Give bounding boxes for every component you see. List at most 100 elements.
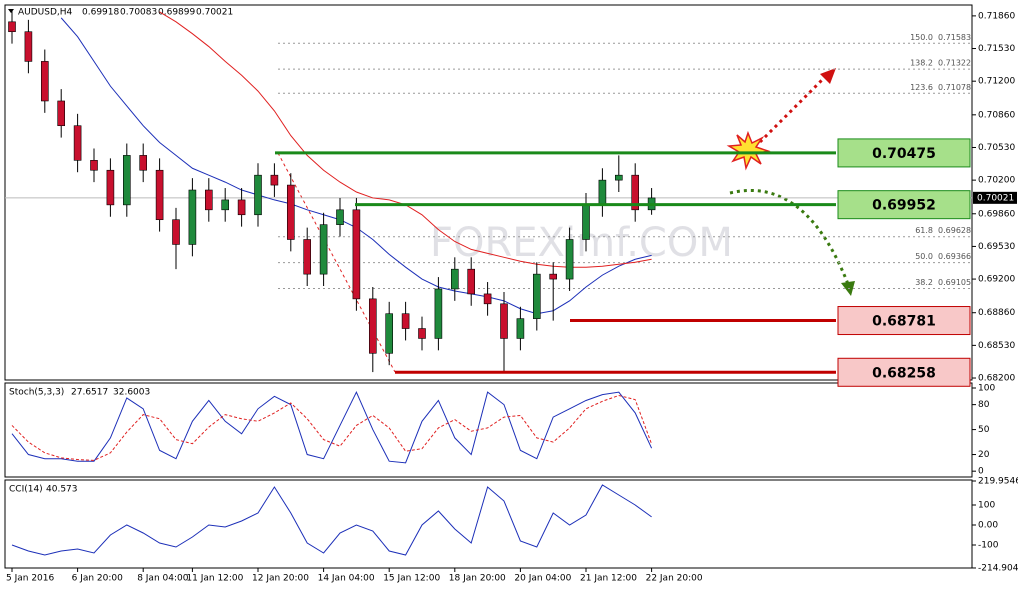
y-tick-label: 0 bbox=[978, 467, 984, 477]
quote-open: 0.69918 bbox=[82, 8, 119, 18]
level-label: 0.69952 bbox=[872, 198, 936, 214]
quote-low: 0.69899 bbox=[158, 8, 195, 18]
quote-close: 0.70021 bbox=[196, 8, 233, 18]
x-tick-label: 21 Jan 12:00 bbox=[580, 574, 637, 584]
y-tick-label: -100 bbox=[978, 541, 999, 551]
fib-price: 0.71583 bbox=[938, 33, 971, 42]
current-price-box bbox=[973, 191, 1017, 204]
indicator-line bbox=[11, 484, 652, 556]
x-tick-label: 11 Jan 12:00 bbox=[186, 574, 243, 584]
x-tick-label: 8 Jan 04:00 bbox=[137, 574, 189, 584]
candle-body bbox=[57, 100, 66, 127]
level-box bbox=[837, 138, 971, 168]
candle-body bbox=[385, 313, 394, 354]
y-tick-label: 0.69530 bbox=[978, 242, 1015, 252]
level-label: 0.68258 bbox=[872, 365, 936, 381]
indicator-line bbox=[11, 390, 653, 464]
x-tick-label: 12 Jan 20:00 bbox=[252, 574, 309, 584]
fib-price: 0.69628 bbox=[938, 226, 971, 235]
level-box bbox=[837, 357, 971, 387]
symbol: AUDUSD,H4 bbox=[18, 8, 73, 18]
y-tick-label: 100 bbox=[978, 501, 995, 511]
candle-body bbox=[73, 125, 82, 161]
candle-body bbox=[90, 160, 98, 171]
y-tick-label: 0.69860 bbox=[978, 209, 1015, 219]
y-tick-label: 0.68530 bbox=[978, 341, 1015, 351]
fib-level: 50.0 bbox=[915, 252, 933, 261]
fib-price: 0.69366 bbox=[938, 252, 971, 261]
down-arrow bbox=[729, 188, 850, 285]
level-box bbox=[837, 306, 971, 336]
candle-body bbox=[418, 328, 426, 339]
x-tick-label: 5 Jan 2016 bbox=[6, 574, 54, 584]
candle-body bbox=[352, 209, 361, 300]
y-tick-label: 0.00 bbox=[978, 521, 998, 531]
candle-body bbox=[270, 174, 279, 186]
candle-body bbox=[155, 169, 164, 221]
cci-title: CCI(14) bbox=[9, 485, 43, 495]
candle-body bbox=[286, 184, 295, 240]
y-tick-label: 0.71530 bbox=[978, 44, 1015, 54]
watermark: FOREXimf.COM bbox=[430, 220, 733, 266]
candle-body bbox=[467, 268, 476, 295]
cci-panel bbox=[4, 479, 973, 569]
candle-body bbox=[450, 268, 459, 290]
candle-body bbox=[549, 273, 558, 280]
fib-level: 150.0 bbox=[910, 33, 933, 42]
level-box bbox=[837, 190, 971, 220]
stoch-title: Stoch(5,3,3) bbox=[9, 388, 64, 398]
x-tick-label: 22 Jan 20:00 bbox=[646, 574, 703, 584]
candle-body bbox=[237, 199, 246, 216]
x-tick-label: 15 Jan 12:00 bbox=[383, 574, 440, 584]
candle-body bbox=[500, 303, 508, 339]
stoch-reading: 32.6003 bbox=[113, 388, 150, 398]
candle-body bbox=[254, 174, 262, 216]
candle-body bbox=[139, 155, 147, 171]
x-tick-label: 18 Jan 20:00 bbox=[449, 574, 506, 584]
fib-price: 0.69105 bbox=[938, 278, 971, 287]
x-tick-label: 6 Jan 20:00 bbox=[72, 574, 124, 584]
fib-price: 0.71078 bbox=[938, 83, 971, 92]
candle-body bbox=[40, 61, 49, 102]
y-tick-label: 0.70530 bbox=[978, 143, 1015, 153]
fib-level: 123.6 bbox=[910, 83, 933, 92]
y-tick-label: 0.68860 bbox=[978, 308, 1015, 318]
candle-body bbox=[401, 313, 410, 329]
up-arrow bbox=[758, 74, 828, 144]
candle-body bbox=[483, 293, 492, 305]
candle-body bbox=[24, 31, 33, 62]
y-tick-label: 80 bbox=[978, 400, 990, 410]
candle-body bbox=[172, 219, 180, 245]
candle-body bbox=[631, 174, 640, 211]
breakout-star bbox=[726, 130, 771, 171]
y-tick-label: 100 bbox=[978, 383, 995, 393]
fib-level: 38.2 bbox=[915, 278, 933, 287]
level-label: 0.70475 bbox=[872, 146, 936, 162]
fib-level: 61.8 bbox=[915, 226, 933, 235]
candle-body bbox=[205, 189, 213, 211]
current-price-label: 0.70021 bbox=[977, 193, 1014, 203]
fib-price: 0.71322 bbox=[938, 59, 971, 68]
cci-reading: 40.573 bbox=[46, 485, 78, 495]
y-tick-label: 0.69200 bbox=[978, 275, 1015, 285]
candle-body bbox=[188, 189, 197, 245]
fib-level: 138.2 bbox=[910, 59, 933, 68]
candle-body bbox=[336, 209, 344, 225]
y-tick-label: 0.70200 bbox=[978, 176, 1015, 186]
candle-body bbox=[516, 318, 525, 339]
y-tick-label: -214.9047 bbox=[978, 563, 1018, 573]
candle-body bbox=[532, 273, 541, 319]
up-arrow-head bbox=[820, 68, 836, 84]
indicator-line bbox=[11, 394, 653, 461]
y-tick-label: 0.71200 bbox=[978, 77, 1015, 87]
candle-body bbox=[434, 288, 443, 339]
y-tick-label: 50 bbox=[978, 425, 990, 435]
candle-body bbox=[368, 298, 377, 354]
candle-body bbox=[598, 179, 607, 206]
candle-body bbox=[106, 169, 115, 206]
candle-body bbox=[319, 224, 328, 275]
candle-body bbox=[8, 21, 16, 33]
x-tick-label: 20 Jan 04:00 bbox=[514, 574, 571, 584]
